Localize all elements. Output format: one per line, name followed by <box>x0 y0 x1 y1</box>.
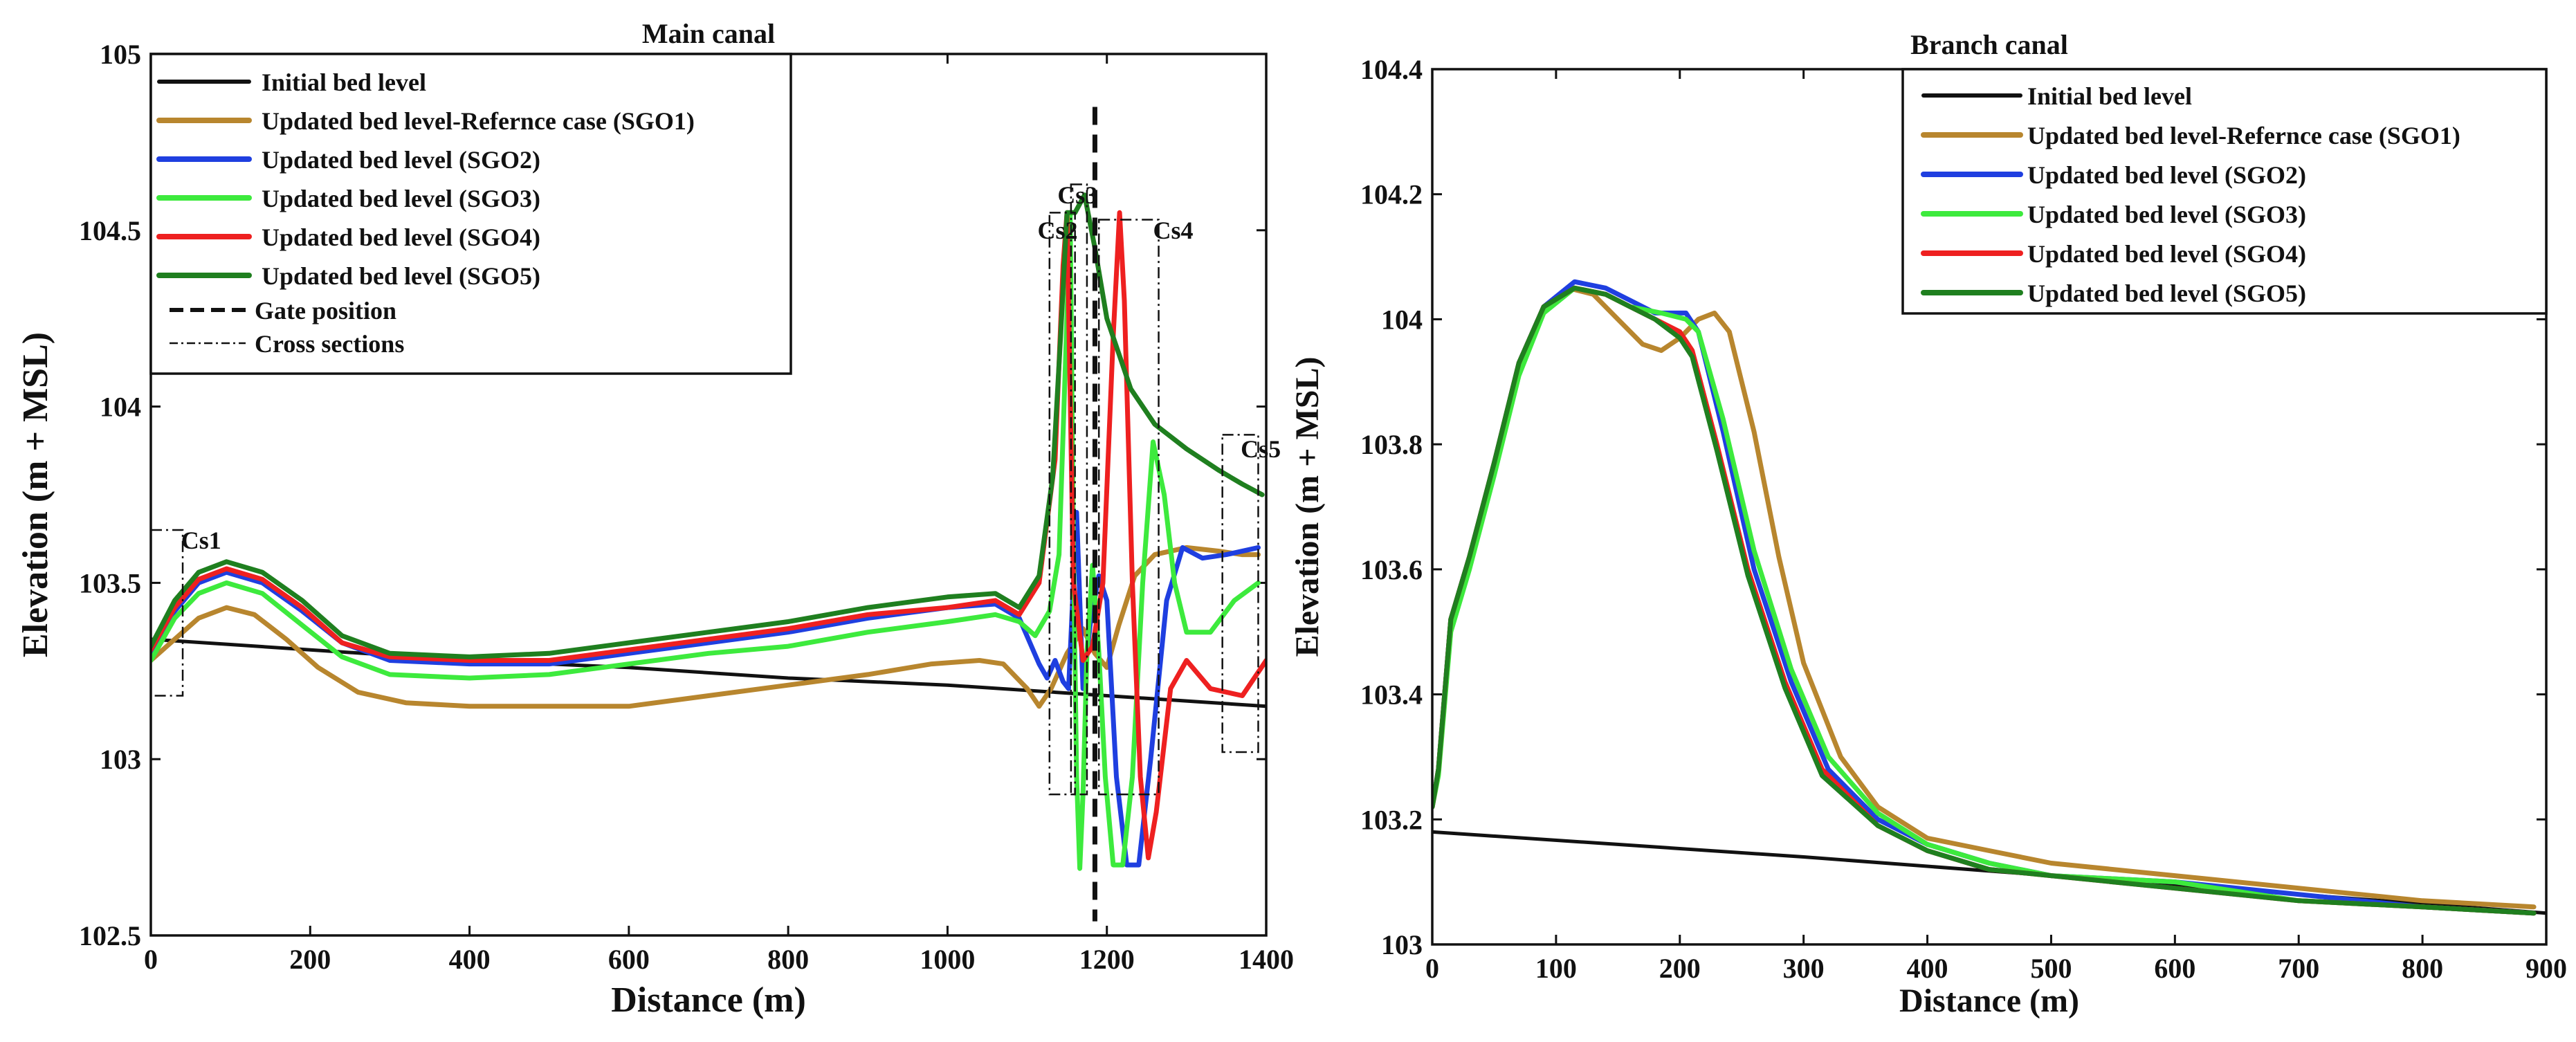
plot-data <box>1432 279 2546 916</box>
x-tick-label: 600 <box>608 944 650 975</box>
legend-entry: Updated bed level (SGO5) <box>262 262 540 290</box>
series-line-updated-bed-level-sgo3- <box>151 210 1261 871</box>
series-line-updated-bed-level-sgo5- <box>1432 285 2537 916</box>
plot-data <box>151 192 1266 871</box>
legend: Initial bed level Updated bed level-Refer… <box>1901 68 2548 315</box>
y-tick-label: 103.2 <box>1360 804 1423 835</box>
series-line-updated-bed-level-refernce-case-sgo1- <box>1432 285 2537 910</box>
cross-section-cs2 <box>1048 212 1076 796</box>
x-tick-label: 300 <box>1783 953 1825 984</box>
x-tick-label: 100 <box>1535 953 1577 984</box>
legend-entry: Updated bed level (SGO3) <box>2027 201 2306 228</box>
y-tick-label: 103.4 <box>1360 679 1423 711</box>
legend-box <box>149 53 792 375</box>
cross-section-cs4 <box>1097 219 1160 796</box>
legend-entry: Updated bed level (SGO2) <box>2027 161 2306 189</box>
x-tick-label: 1000 <box>920 944 975 975</box>
legend-entry: Updated bed level (SGO2) <box>262 146 540 174</box>
x-tick-label: 0 <box>1425 953 1439 984</box>
x-tick-label: 900 <box>2525 953 2567 984</box>
annotation-cs4: Cs4 <box>1153 217 1193 244</box>
legend-entry: Updated bed level (SGO3) <box>262 185 540 212</box>
y-tick-label: 105 <box>100 39 141 70</box>
x-tick-label: 600 <box>2154 953 2195 984</box>
series-line-updated-bed-level-sgo4- <box>1432 285 2537 916</box>
legend-entry-cross-sections: Cross sections <box>255 330 404 358</box>
x-tick-label: 0 <box>144 944 158 975</box>
cross-section-cs1 <box>149 529 184 697</box>
y-tick-label: 103.5 <box>79 567 141 598</box>
legend-entry: Initial bed level <box>262 68 426 96</box>
legend-entry: Updated bed level (SGO5) <box>2027 280 2306 307</box>
x-tick-label: 800 <box>767 944 809 975</box>
y-tick-label: 103.8 <box>1360 429 1423 460</box>
y-axis-label: Elevation (m + MSL) <box>1289 357 1326 657</box>
x-tick-label: 400 <box>1907 953 1948 984</box>
legend: Initial bed level Updated bed level-Refer… <box>149 53 792 375</box>
y-tick-label: 104.4 <box>1360 54 1423 85</box>
legend-entry: Updated bed level (SGO4) <box>262 223 540 251</box>
y-axis-label: Elevation (m + MSL) <box>16 332 55 657</box>
y-tick-label: 104 <box>1381 304 1423 335</box>
chart-title: Branch canal <box>1910 29 2068 60</box>
x-tick-label: 200 <box>289 944 331 975</box>
x-tick-label: 500 <box>2030 953 2072 984</box>
series-line-updated-bed-level-sgo2- <box>1432 279 2537 916</box>
x-tick-label: 400 <box>449 944 491 975</box>
legend-box <box>1901 68 2548 315</box>
legend-entry: Updated bed level (SGO4) <box>2027 240 2306 268</box>
cross-section-cs3 <box>1070 183 1088 796</box>
y-tick-label: 104.2 <box>1360 179 1423 210</box>
y-tick-label: 103 <box>1381 929 1423 960</box>
legend-entry-gate: Gate position <box>255 297 396 325</box>
x-axis-label: Distance (m) <box>1899 982 2079 1019</box>
legend-entry: Updated bed level-Refernce case (SGO1) <box>262 107 695 135</box>
y-tick-label: 102.5 <box>79 920 141 951</box>
y-tick-label: 104.5 <box>79 215 141 246</box>
x-tick-label: 1400 <box>1239 944 1294 975</box>
y-tick-label: 103 <box>100 744 141 775</box>
y-tick-label: 104 <box>100 392 141 423</box>
y-tick-label: 103.6 <box>1360 554 1423 585</box>
x-tick-label: 700 <box>2278 953 2319 984</box>
cross-section-cs5 <box>1221 434 1259 753</box>
annotation-cs3: Cs3 <box>1057 181 1097 209</box>
x-tick-label: 800 <box>2402 953 2443 984</box>
annotation-cs1: Cs1 <box>181 527 221 554</box>
series-line-updated-bed-level-sgo5- <box>151 192 1265 659</box>
chart-title: Main canal <box>642 18 775 49</box>
series-line-updated-bed-level-sgo3- <box>1432 285 2537 916</box>
annotation-cs2: Cs2 <box>1038 217 1078 244</box>
legend-entry: Initial bed level <box>2027 82 2192 110</box>
x-tick-label: 200 <box>1659 953 1701 984</box>
x-tick-label: 1200 <box>1079 944 1135 975</box>
x-axis-label: Distance (m) <box>611 980 806 1020</box>
annotation-cs5: Cs5 <box>1241 435 1281 463</box>
chart-2: Branch canal Distance (m) Elevation (m + M… <box>1289 29 2567 1019</box>
legend-entry: Updated bed level-Refernce case (SGO1) <box>2027 122 2460 149</box>
chart-1: Main canal Distance (m) Elevation (m + MSL… <box>16 18 1294 1020</box>
